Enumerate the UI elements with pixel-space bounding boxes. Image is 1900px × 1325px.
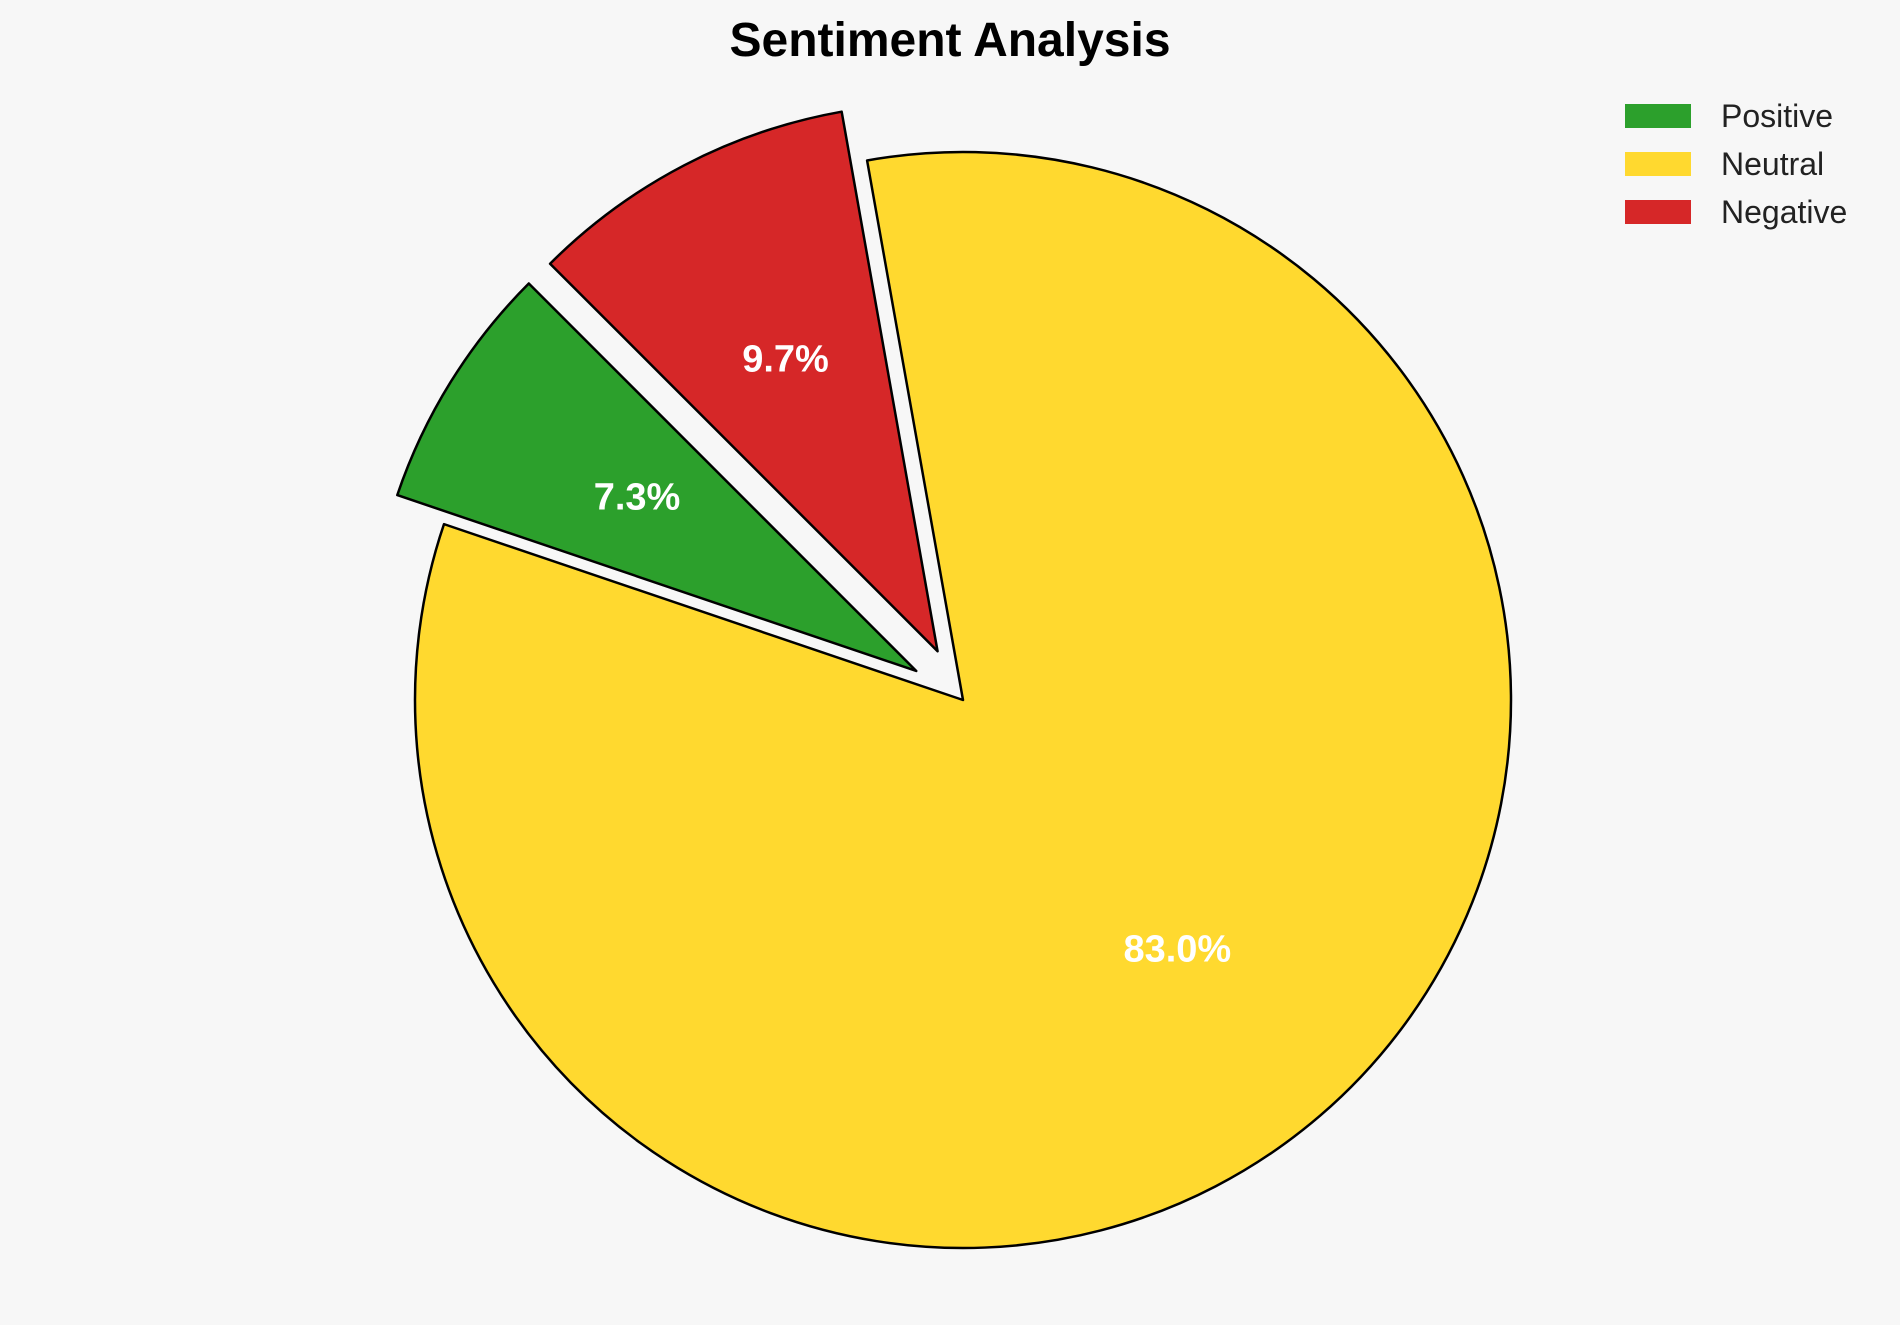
chart-legend: Positive Neutral Negative bbox=[1625, 98, 1847, 230]
pie-label-neutral: 83.0% bbox=[1123, 928, 1231, 970]
legend-label-positive: Positive bbox=[1721, 98, 1833, 134]
pie-label-positive: 7.3% bbox=[594, 476, 681, 518]
pie-slice-negative bbox=[548, 110, 939, 653]
legend-swatch-negative bbox=[1625, 200, 1691, 224]
legend-swatch-neutral bbox=[1625, 152, 1691, 176]
legend-label-neutral: Neutral bbox=[1721, 146, 1824, 182]
pie-slices bbox=[396, 110, 1513, 1250]
legend-label-negative: Negative bbox=[1721, 194, 1847, 230]
pie-slice-positive bbox=[396, 282, 918, 673]
legend-swatch-positive bbox=[1625, 104, 1691, 128]
pie-percentage-labels: 7.3% 83.0% 9.7% bbox=[594, 339, 1231, 971]
pie-label-negative: 9.7% bbox=[742, 339, 829, 381]
chart-title: Sentiment Analysis bbox=[729, 14, 1170, 67]
pie-slice-neutral bbox=[413, 150, 1513, 1250]
